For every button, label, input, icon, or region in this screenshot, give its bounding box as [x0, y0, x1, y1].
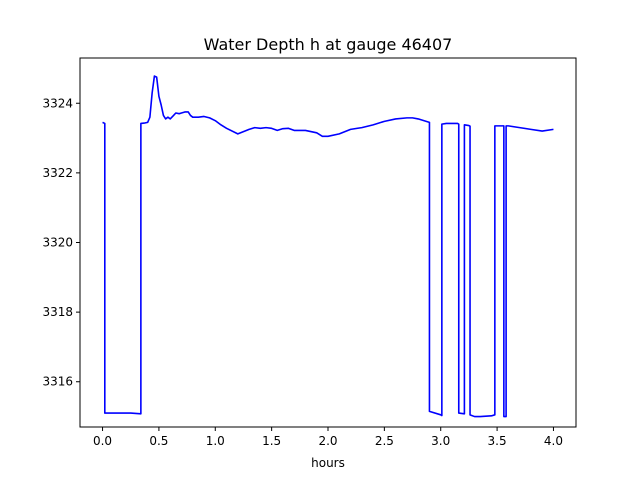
- plot-area: [80, 58, 576, 427]
- x-tick-label: 1.0: [206, 434, 225, 448]
- x-tick-label: 1.5: [262, 434, 281, 448]
- x-tick-label: 3.0: [431, 434, 450, 448]
- x-tick-label: 3.5: [488, 434, 507, 448]
- y-tick-label: 3322: [42, 166, 73, 180]
- y-tick-label: 3318: [42, 305, 73, 319]
- x-tick-label: 2.5: [375, 434, 394, 448]
- x-tick-label: 2.0: [318, 434, 337, 448]
- x-axis-ticks: 0.0 0.5 1.0 1.5 2.0 2.5 3.0 3.5 4.0: [93, 427, 563, 448]
- x-tick-label: 0.5: [149, 434, 168, 448]
- y-tick-label: 3324: [42, 96, 73, 110]
- chart-title: Water Depth h at gauge 46407: [204, 35, 453, 54]
- y-axis-ticks: 3316 3318 3320 3322 3324: [42, 96, 80, 389]
- y-tick-label: 3316: [42, 375, 73, 389]
- plot-background: [80, 58, 576, 427]
- series-layer: [102, 75, 554, 418]
- y-tick-label: 3320: [42, 236, 73, 250]
- x-tick-label: 4.0: [544, 434, 563, 448]
- x-axis-label: hours: [311, 456, 345, 470]
- x-tick-label: 0.0: [93, 434, 112, 448]
- series-line-0: [102, 75, 554, 418]
